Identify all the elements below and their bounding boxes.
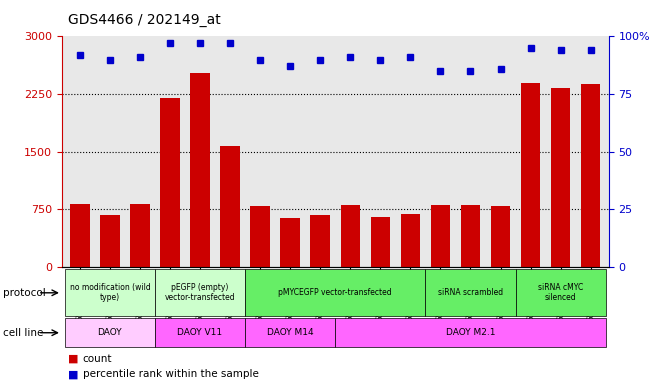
Text: ■: ■: [68, 354, 83, 364]
Bar: [335, 318, 605, 347]
Bar: [491, 206, 510, 267]
Text: pMYCEGFP vector-transfected: pMYCEGFP vector-transfected: [279, 288, 392, 297]
Text: siRNA cMYC
silenced: siRNA cMYC silenced: [538, 283, 583, 303]
Bar: [155, 269, 245, 316]
Bar: [400, 214, 420, 267]
Bar: [251, 206, 270, 267]
Bar: [551, 88, 570, 267]
Bar: [521, 83, 540, 267]
Text: count: count: [83, 354, 112, 364]
Text: protocol: protocol: [3, 288, 46, 298]
Text: ■: ■: [68, 369, 83, 379]
Bar: [220, 146, 240, 267]
Text: GDS4466 / 202149_at: GDS4466 / 202149_at: [68, 13, 221, 27]
Bar: [516, 269, 605, 316]
Text: DAOY M14: DAOY M14: [267, 328, 314, 337]
Bar: [190, 73, 210, 267]
Text: siRNA scrambled: siRNA scrambled: [438, 288, 503, 297]
Bar: [65, 318, 155, 347]
Text: cell line: cell line: [3, 328, 44, 338]
Bar: [65, 269, 155, 316]
Bar: [461, 205, 480, 267]
Text: DAOY M2.1: DAOY M2.1: [446, 328, 495, 337]
Bar: [311, 215, 330, 267]
Bar: [245, 269, 425, 316]
Bar: [100, 215, 120, 267]
Text: DAOY V11: DAOY V11: [178, 328, 223, 337]
Bar: [160, 98, 180, 267]
Bar: [340, 205, 360, 267]
Text: pEGFP (empty)
vector-transfected: pEGFP (empty) vector-transfected: [165, 283, 236, 303]
Bar: [70, 204, 90, 267]
Bar: [245, 318, 335, 347]
Bar: [130, 204, 150, 267]
Bar: [431, 205, 450, 267]
Bar: [425, 269, 516, 316]
Bar: [370, 217, 390, 267]
Bar: [281, 218, 300, 267]
Bar: [581, 84, 600, 267]
Text: percentile rank within the sample: percentile rank within the sample: [83, 369, 258, 379]
Text: DAOY: DAOY: [98, 328, 122, 337]
Bar: [155, 318, 245, 347]
Text: no modification (wild
type): no modification (wild type): [70, 283, 150, 303]
